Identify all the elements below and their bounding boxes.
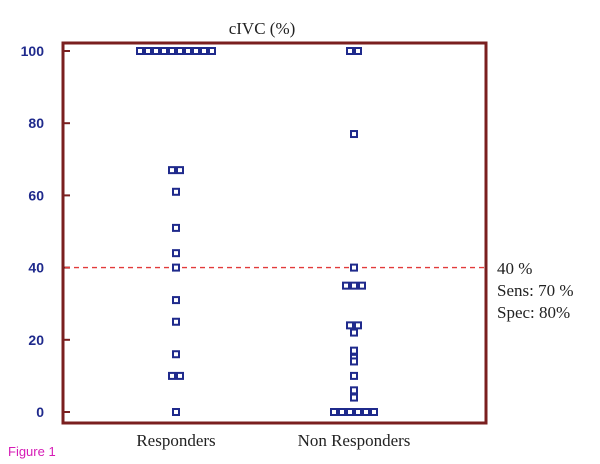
- category-label: Responders: [136, 431, 215, 450]
- y-axis: 0 20 40 60 80 100: [21, 43, 70, 420]
- data-point: [168, 166, 176, 175]
- data-point: [330, 408, 338, 416]
- data-point: [172, 249, 180, 258]
- data-point: [346, 321, 354, 330]
- data-point: [176, 166, 184, 175]
- figure-label: Figure 1: [8, 444, 56, 459]
- data-point: [168, 371, 176, 380]
- data-point: [354, 321, 362, 330]
- y-tick-label: 20: [28, 332, 44, 348]
- data-point: [172, 408, 180, 416]
- category-labels: Responders Non Responders: [136, 431, 410, 450]
- data-point: [136, 47, 144, 55]
- data-point: [172, 223, 180, 232]
- data-point: [350, 328, 358, 337]
- data-point: [144, 47, 152, 55]
- data-marks: [136, 47, 378, 416]
- threshold-annotation: Sens: 70 %: [497, 281, 574, 300]
- y-tick-label: 60: [28, 187, 44, 203]
- data-point: [168, 47, 176, 55]
- data-point: [350, 263, 358, 272]
- category-label: Non Responders: [298, 431, 411, 450]
- y-tick-label: 40: [28, 260, 44, 276]
- data-point: [358, 281, 366, 290]
- data-point: [172, 317, 180, 326]
- data-point: [184, 47, 192, 55]
- chart-title: cIVC (%): [229, 19, 296, 38]
- data-point: [172, 296, 180, 305]
- y-tick-label: 80: [28, 115, 44, 131]
- data-point: [192, 47, 200, 55]
- data-point: [350, 371, 358, 380]
- y-tick-label: 0: [36, 404, 44, 420]
- threshold-annotation: Spec: 80%: [497, 303, 570, 322]
- y-tick-label: 100: [21, 43, 45, 59]
- data-point: [338, 408, 346, 416]
- data-point: [172, 350, 180, 359]
- data-point: [370, 408, 378, 416]
- data-point: [362, 408, 370, 416]
- data-point: [350, 130, 358, 139]
- data-point: [350, 281, 358, 290]
- data-point: [176, 47, 184, 55]
- plot-frame: [61, 41, 488, 425]
- data-point: [354, 408, 362, 416]
- data-point: [176, 371, 184, 380]
- data-point: [160, 47, 168, 55]
- data-point: [172, 187, 180, 196]
- threshold-annotations: 40 % Sens: 70 % Spec: 80%: [497, 259, 574, 322]
- data-point: [208, 47, 216, 55]
- data-point: [346, 47, 354, 55]
- data-point: [342, 281, 350, 290]
- data-point: [350, 346, 358, 355]
- data-point: [152, 47, 160, 55]
- threshold-annotation: 40 %: [497, 259, 532, 278]
- data-point: [346, 408, 354, 416]
- data-point: [350, 393, 358, 402]
- data-point: [350, 386, 358, 395]
- data-point: [172, 263, 180, 272]
- data-point: [200, 47, 208, 55]
- data-point: [354, 47, 362, 55]
- data-point: [350, 357, 358, 366]
